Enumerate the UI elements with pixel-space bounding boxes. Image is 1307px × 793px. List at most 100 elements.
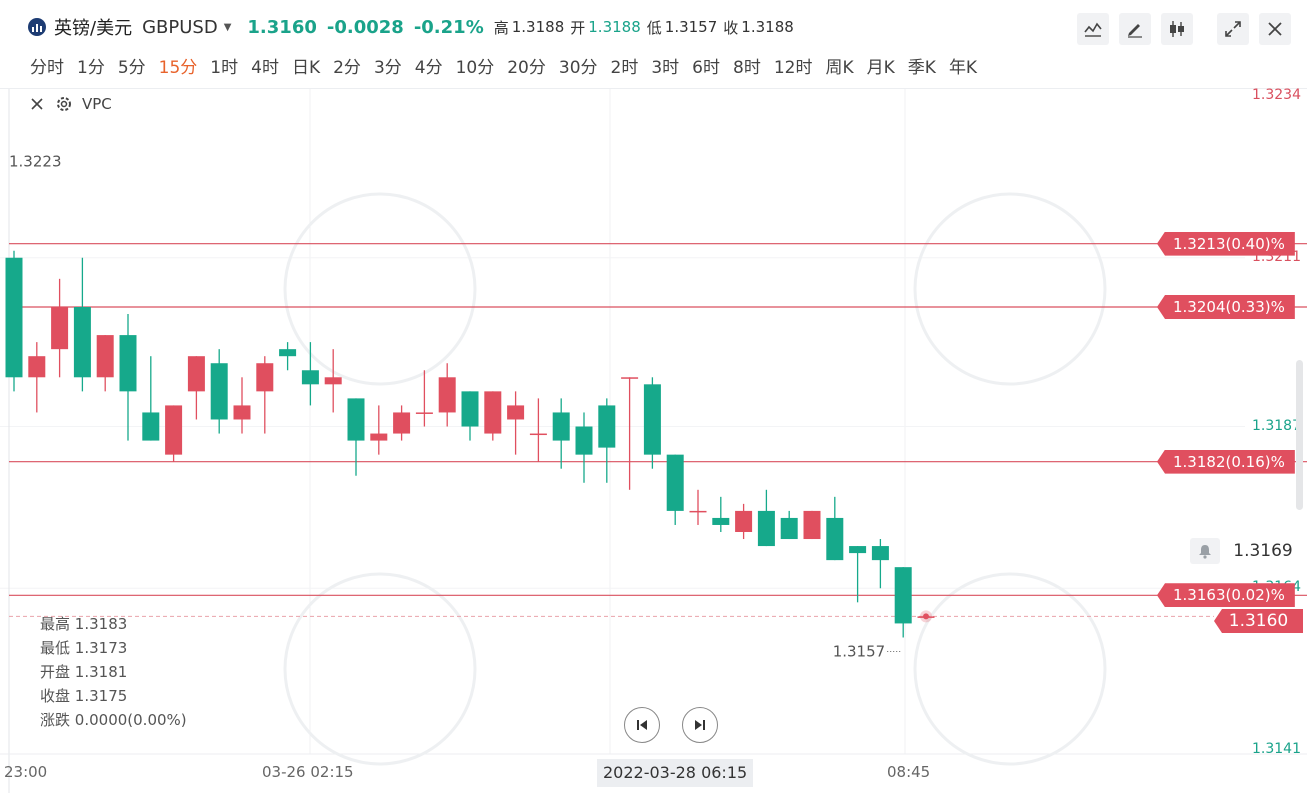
stat-high-label: 高 — [493, 18, 509, 37]
horizontal-line-label[interactable]: 1.3213(0.40)% — [1157, 231, 1295, 256]
skip-back-icon[interactable] — [624, 707, 660, 743]
period-tab[interactable]: 2时 — [610, 58, 639, 78]
pencil-icon[interactable] — [1119, 13, 1151, 45]
instrument-symbol[interactable]: GBPUSD — [142, 16, 218, 38]
ohlc-open: 1.3181 — [74, 663, 128, 681]
candle-body — [187, 356, 205, 392]
line-chart-icon[interactable] — [1077, 13, 1109, 45]
period-tab[interactable]: 分时 — [30, 58, 64, 78]
instrument-name[interactable]: 英镑/美元 — [54, 18, 133, 39]
candlestick-chart[interactable]: 1.3223 1.3157 — [0, 89, 1307, 793]
candle-body — [301, 370, 319, 385]
period-tab[interactable]: 30分 — [558, 58, 598, 78]
candle — [894, 567, 912, 638]
min-price-label: 1.3157 — [833, 642, 886, 660]
candle — [415, 370, 433, 427]
indicator-label[interactable]: VPC — [82, 95, 112, 113]
candle-body — [689, 510, 707, 513]
close-icon[interactable] — [1259, 13, 1291, 45]
horizontal-line-label[interactable]: 1.3182(0.16)% — [1157, 449, 1295, 474]
watermark-ring — [283, 572, 477, 766]
candle — [142, 356, 160, 441]
candle-body — [256, 363, 274, 392]
candle-body — [393, 412, 411, 434]
period-tab[interactable]: 20分 — [507, 58, 546, 78]
candle — [165, 405, 183, 462]
x-tick-label: 03-26 02:15 — [262, 763, 354, 781]
period-tab[interactable]: 5分 — [117, 58, 146, 78]
candle-body — [73, 306, 91, 378]
caret-down-icon[interactable]: ▼ — [223, 21, 232, 33]
period-tab[interactable]: 3时 — [651, 58, 680, 78]
candle — [301, 342, 319, 406]
candle-body — [96, 335, 114, 378]
candle — [347, 398, 365, 476]
candle-body — [780, 517, 798, 540]
stat-low-value: 1.3157 — [664, 18, 718, 36]
period-tabs: 分时 1分 5分 15分 1时 4时 日K 2分 3分 4分 10分 20分 30分 2时 3时 6时 8时 12… — [30, 53, 990, 78]
ohlc-close: 1.3175 — [74, 687, 128, 705]
period-tab[interactable]: 季K — [907, 58, 936, 78]
candle-body — [347, 398, 365, 441]
candle-body — [119, 335, 137, 392]
candle — [689, 489, 707, 525]
candle — [575, 412, 593, 483]
stat-high-value: 1.3188 — [511, 18, 565, 36]
expand-icon[interactable] — [1217, 13, 1249, 45]
period-tab[interactable]: 12时 — [773, 58, 813, 78]
candle-body — [28, 356, 46, 378]
horizontal-line-label[interactable]: 1.3163(0.02)% — [1157, 583, 1295, 608]
period-tab[interactable]: 月K — [866, 58, 895, 78]
period-tab[interactable]: 3分 — [373, 58, 402, 78]
horizontal-line-label[interactable]: 1.3204(0.33)% — [1157, 294, 1295, 319]
candle — [666, 454, 684, 525]
period-tab[interactable]: 日K — [291, 58, 321, 78]
candle — [735, 503, 753, 540]
bell-icon[interactable] — [1190, 538, 1220, 564]
alert-value[interactable]: 1.3169 — [1233, 541, 1293, 561]
candle-body — [210, 363, 228, 420]
period-tab[interactable]: 10分 — [455, 58, 495, 78]
candle — [484, 391, 502, 441]
current-price-dot — [923, 613, 929, 620]
ohlc-panel: 最高 1.3183 最低 1.3173 开盘 1.3181 收盘 1.3175 … — [40, 612, 187, 732]
period-tab[interactable]: 8时 — [733, 58, 761, 78]
close-icon[interactable] — [30, 97, 44, 111]
candle — [712, 496, 730, 532]
candle — [871, 539, 889, 589]
candle — [803, 510, 821, 540]
price-scrollbar[interactable] — [1296, 360, 1303, 510]
period-tab[interactable]: 2分 — [333, 58, 361, 78]
candlestick-icon[interactable] — [1161, 13, 1193, 45]
candle — [780, 510, 798, 540]
price-change-percent: -0.21% — [413, 16, 484, 38]
candle-body — [666, 454, 684, 511]
period-tab[interactable]: 4分 — [414, 58, 443, 78]
period-tab[interactable]: 1分 — [77, 58, 105, 78]
candle-body — [826, 517, 844, 561]
period-tab[interactable]: 年K — [948, 58, 978, 78]
candle — [28, 342, 46, 413]
period-tab[interactable]: 15分 — [158, 58, 198, 78]
candle — [826, 496, 844, 561]
crosshair-x-label: 2022-03-28 06:15 — [597, 759, 754, 787]
bar-chart-icon — [28, 18, 46, 36]
y-tick-label: 1.3141 — [1252, 741, 1301, 757]
skip-forward-icon[interactable] — [682, 707, 718, 743]
candle-body — [484, 391, 502, 434]
candle-body — [5, 257, 23, 378]
candle-body — [279, 349, 297, 357]
candle-body — [552, 412, 570, 441]
gear-icon[interactable] — [54, 94, 74, 114]
period-tab[interactable]: 6时 — [692, 58, 720, 78]
chart-navigation — [624, 707, 740, 743]
period-tab[interactable]: 周K — [825, 58, 854, 78]
candle-body — [438, 377, 456, 413]
candle — [643, 377, 661, 469]
header-divider — [0, 88, 1307, 89]
y-tick-label: 1.3187 — [1252, 417, 1301, 434]
period-tab[interactable]: 4时 — [251, 58, 279, 78]
candle-body — [324, 377, 342, 385]
period-tab[interactable]: 1时 — [210, 58, 239, 78]
candle-body — [735, 510, 753, 532]
